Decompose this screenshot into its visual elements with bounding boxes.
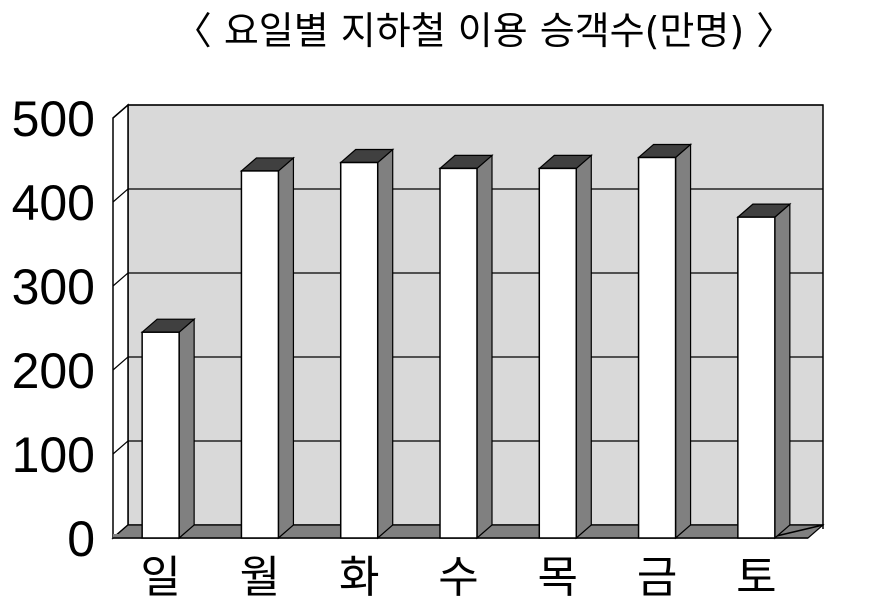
bar-side xyxy=(775,204,790,538)
x-tick-label: 화 xyxy=(339,552,379,602)
bar-front xyxy=(440,168,477,538)
side-wall xyxy=(113,105,128,538)
bar xyxy=(440,155,492,538)
y-tick-label: 400 xyxy=(12,175,95,231)
x-tick-label: 수 xyxy=(438,552,478,602)
y-tick-label: 0 xyxy=(67,511,95,567)
bar-front xyxy=(142,332,179,538)
plot-area: 0 100 200 300 400 500 일 월 화 수 목 금 토 xyxy=(12,91,823,602)
bar-front xyxy=(539,168,576,538)
x-tick-label: 월 xyxy=(240,552,280,602)
bar xyxy=(241,158,293,538)
bar xyxy=(738,204,790,538)
bar-side xyxy=(278,158,293,538)
y-tick-label: 100 xyxy=(12,427,95,483)
bar xyxy=(639,144,691,538)
bar xyxy=(142,319,194,538)
bar-side xyxy=(378,150,393,538)
bar-side xyxy=(676,144,691,538)
x-tick-label: 일 xyxy=(140,552,180,602)
y-tick-label: 300 xyxy=(12,259,95,315)
bar-side xyxy=(179,319,194,538)
bar-front xyxy=(241,171,278,538)
x-tick-label: 토 xyxy=(736,552,776,602)
x-tick-label: 목 xyxy=(538,552,578,602)
y-tick-label: 500 xyxy=(12,91,95,147)
bar-front xyxy=(639,157,676,538)
y-tick-label: 200 xyxy=(12,343,95,399)
bar xyxy=(539,155,591,538)
x-tick-label: 금 xyxy=(637,552,677,602)
bar-front xyxy=(738,217,775,538)
bar-side xyxy=(477,155,492,538)
bar-front xyxy=(341,163,378,538)
chart-title: 〈 요일별 지하철 이용 승객수(만명) 〉 xyxy=(174,9,795,53)
bar xyxy=(341,150,393,538)
bar-side xyxy=(576,155,591,538)
